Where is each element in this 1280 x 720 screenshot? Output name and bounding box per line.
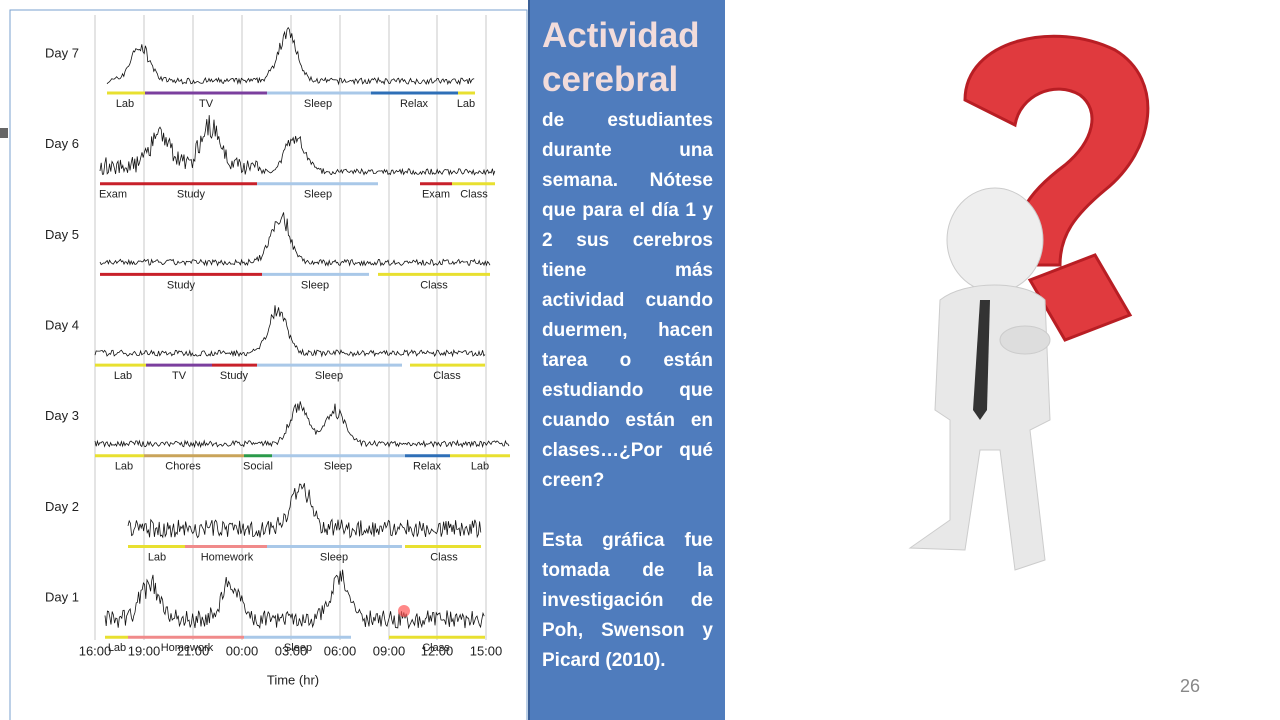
time-tick-label: 09:00	[373, 643, 406, 658]
activity-label: Lab	[108, 642, 126, 654]
activity-label: Exam	[99, 189, 127, 201]
eda-trace	[99, 212, 491, 267]
tie	[973, 300, 990, 420]
activity-label: Homework	[201, 551, 254, 563]
day-label: Day 3	[45, 408, 79, 423]
time-tick-label: 12:00	[421, 643, 454, 658]
eda-trace	[104, 569, 485, 630]
activity-label: Study	[220, 370, 249, 382]
activity-label: Relax	[413, 461, 442, 473]
time-tick-label: 00:00	[226, 643, 259, 658]
arm	[999, 325, 1051, 355]
day-label: Day 7	[45, 45, 79, 60]
day-label: Day 6	[45, 136, 79, 151]
activity-label: Class	[433, 370, 461, 382]
text-box: Actividad cerebral de estudiantes durant…	[528, 0, 725, 720]
eda-trace	[99, 115, 496, 177]
activity-label: Lab	[114, 370, 132, 382]
day-label: Day 1	[45, 590, 79, 605]
activity-label: TV	[172, 370, 187, 382]
paragraph: Esta gráfica fue tomada de la investigac…	[542, 530, 713, 671]
activity-label: Sleep	[301, 279, 329, 291]
cursor-highlight	[398, 605, 410, 617]
activity-label: Sleep	[320, 551, 348, 563]
activity-label: Sleep	[304, 98, 332, 110]
paragraph: de estudiantes durante una semana. Nótes…	[542, 110, 713, 491]
activity-label: Exam	[422, 189, 450, 201]
eda-trace	[106, 26, 475, 86]
activity-label: Social	[243, 461, 273, 473]
eda-trace	[127, 483, 482, 539]
time-tick-label: 15:00	[470, 643, 503, 658]
marker	[0, 128, 8, 138]
activity-label: Class	[422, 642, 450, 654]
activity-label: Chores	[165, 461, 201, 473]
time-tick-label: 03:00	[275, 643, 308, 658]
question-mark	[963, 34, 1150, 267]
activity-label: Lab	[148, 551, 166, 563]
eda-trace	[94, 401, 510, 449]
head	[946, 187, 1044, 293]
x-axis-label: Time (hr)	[267, 672, 319, 687]
activity-label: Study	[177, 189, 206, 201]
activity-label: Sleep	[315, 370, 343, 382]
body	[908, 284, 1051, 571]
illustration	[908, 34, 1150, 571]
day-label: Day 2	[45, 499, 79, 514]
day-label: Day 5	[45, 227, 79, 242]
activity-label: Homework	[161, 642, 214, 654]
time-tick-label: 16:00	[79, 643, 112, 658]
activity-label: Class	[420, 279, 448, 291]
question-dot	[1027, 253, 1133, 342]
activity-label: Lab	[471, 461, 489, 473]
activity-label: Relax	[400, 98, 429, 110]
activity-label: Study	[167, 279, 196, 291]
activity-label: Sleep	[324, 461, 352, 473]
title: Actividad cerebral	[542, 16, 700, 99]
figure: 16:00 19:00 21:00 00:00 03:00 06:00 09:00 12:00…	[0, 9, 528, 720]
time-tick-label: 19:00	[128, 643, 161, 658]
activity-label: Class	[430, 551, 458, 563]
activity-label: Lab	[115, 461, 133, 473]
activity-label: Sleep	[304, 189, 332, 201]
eda-trace	[94, 305, 486, 358]
activity-label: Sleep	[284, 642, 312, 654]
activity-label: TV	[199, 98, 214, 110]
page-number: 26	[1180, 676, 1201, 696]
time-tick-label: 06:00	[324, 643, 357, 658]
activity-label: Lab	[457, 98, 475, 110]
activity-label: Lab	[116, 98, 134, 110]
day-label: Day 4	[45, 318, 79, 333]
activity-label: Class	[460, 189, 488, 201]
time-tick-label: 21:00	[177, 643, 210, 658]
